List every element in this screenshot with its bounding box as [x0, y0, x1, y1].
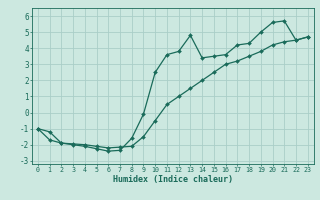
X-axis label: Humidex (Indice chaleur): Humidex (Indice chaleur) — [113, 175, 233, 184]
